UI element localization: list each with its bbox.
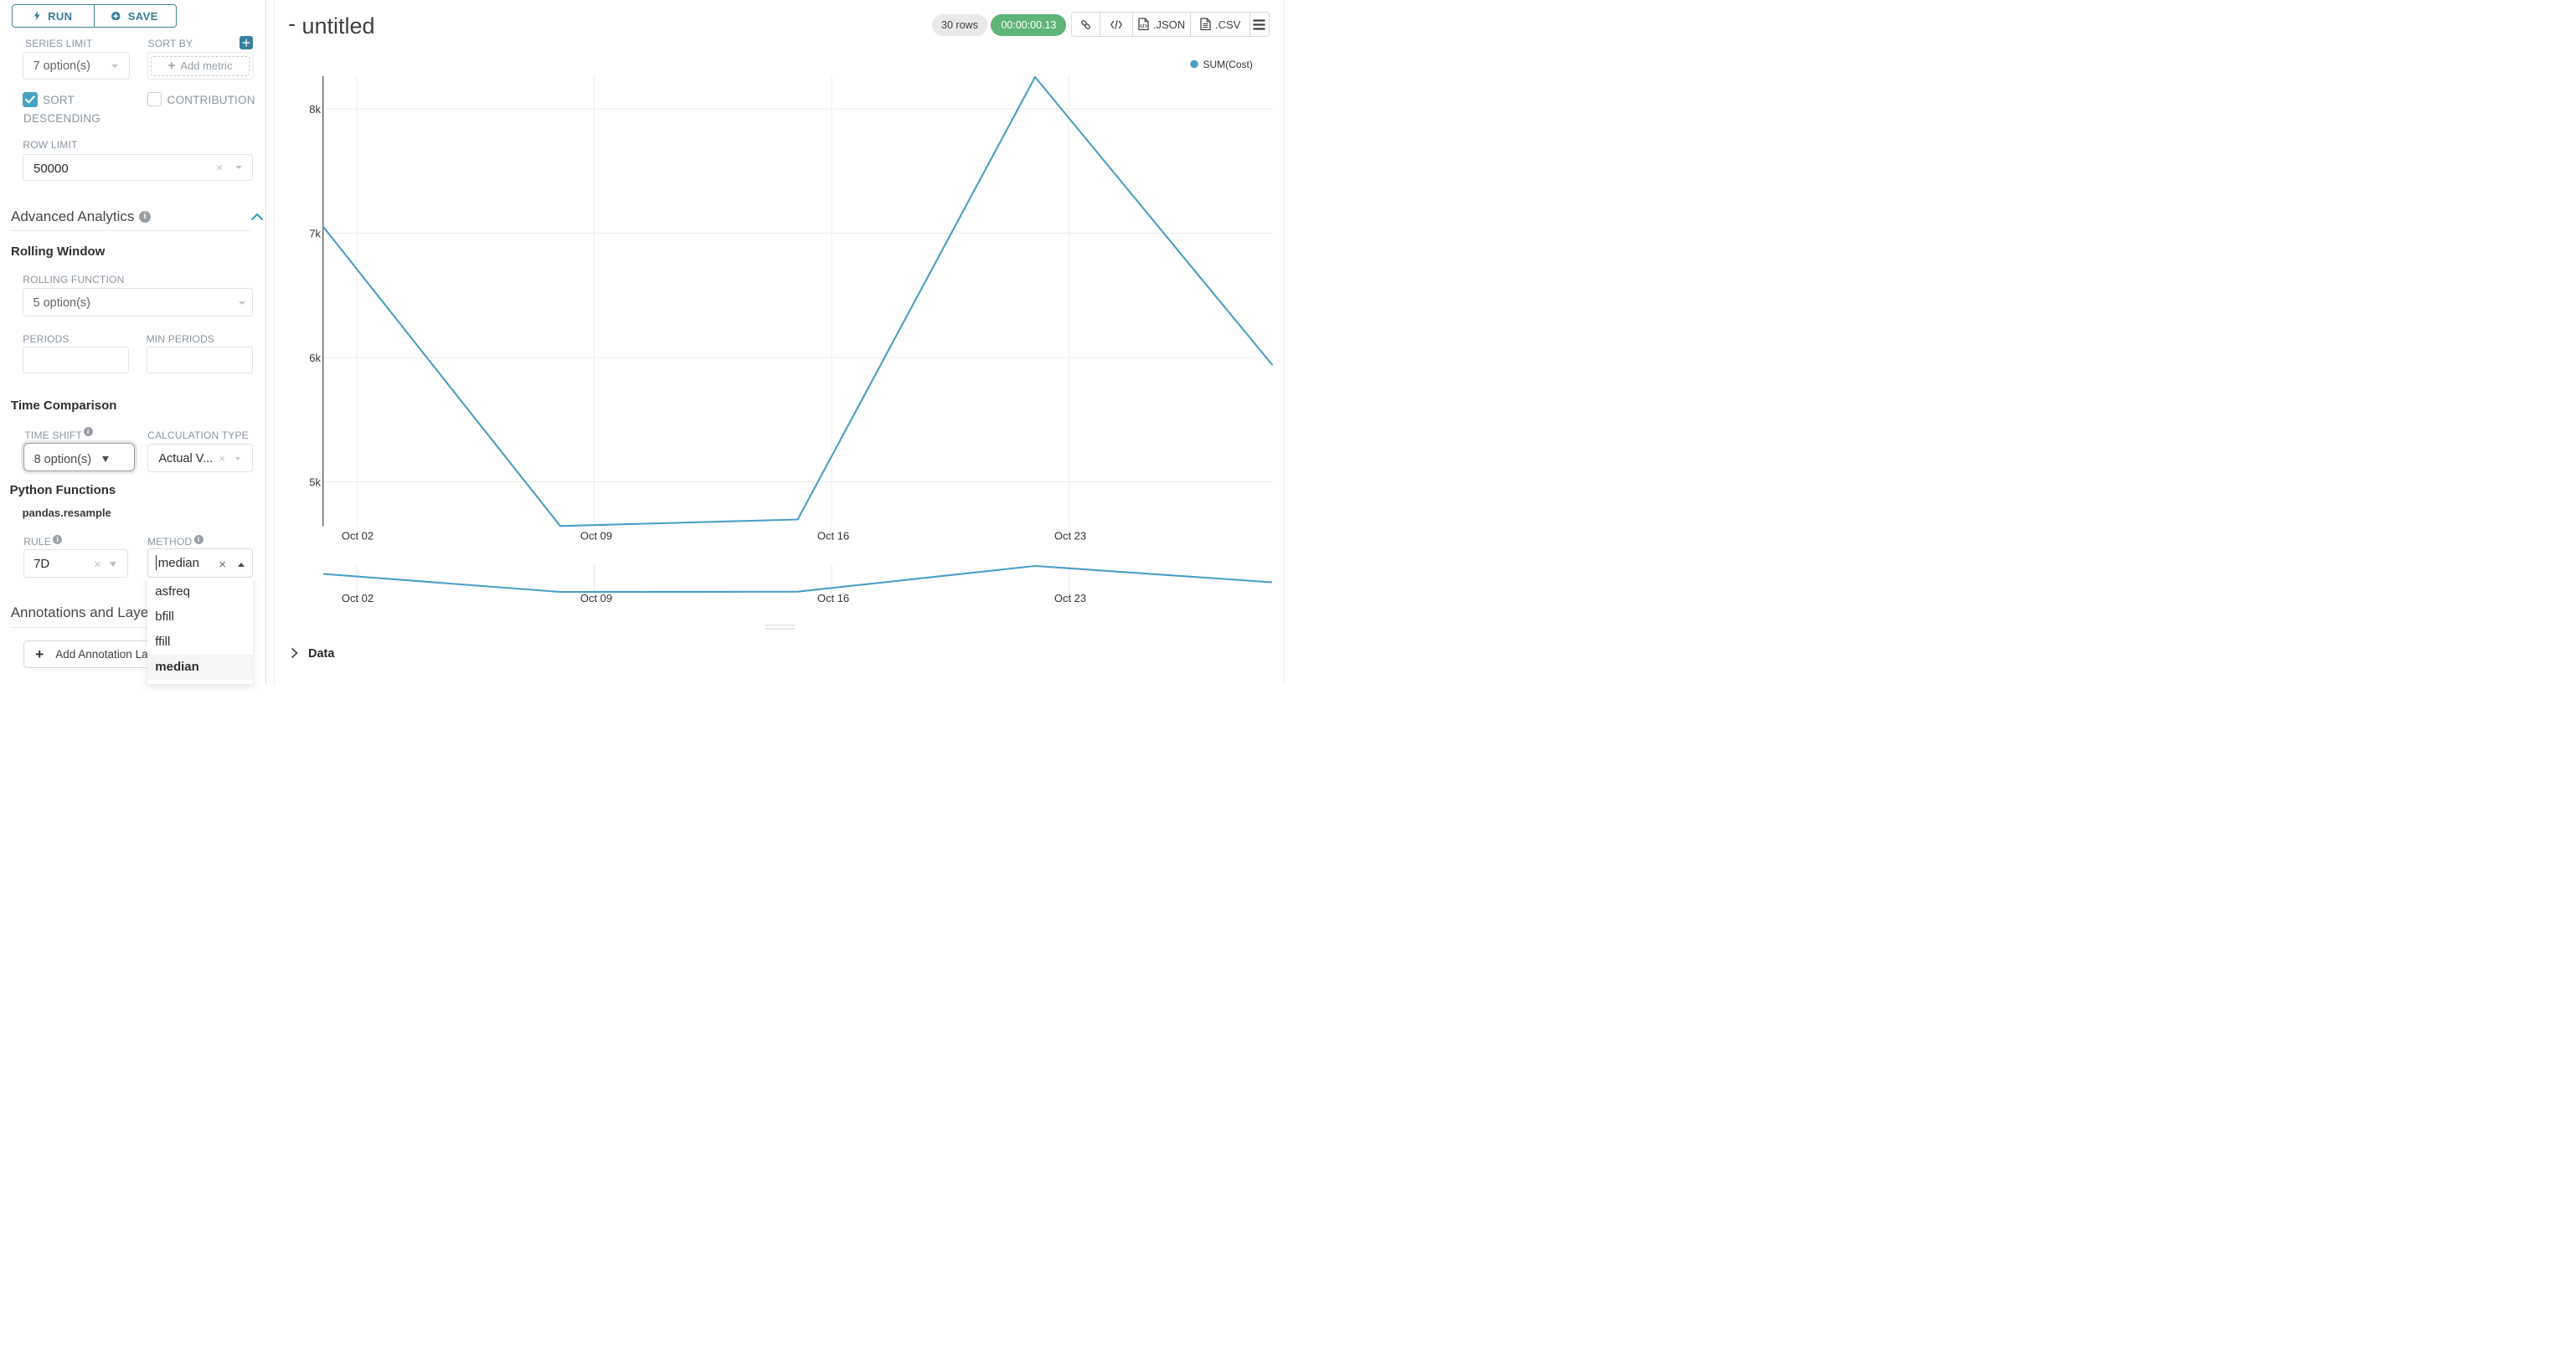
svg-text:7k: 7k: [309, 227, 321, 239]
svg-text:Oct 23: Oct 23: [1054, 592, 1086, 604]
svg-text:Oct 02: Oct 02: [342, 530, 374, 543]
svg-text:SUM(Cost): SUM(Cost): [1203, 59, 1253, 70]
svg-text:Oct 09: Oct 09: [580, 530, 612, 543]
svg-text:Data: Data: [308, 647, 335, 661]
svg-text:8k: 8k: [309, 103, 321, 116]
svg-text:Oct 09: Oct 09: [580, 592, 612, 604]
svg-text:5k: 5k: [309, 476, 321, 488]
svg-text:Oct 02: Oct 02: [342, 592, 374, 604]
svg-text:Oct 23: Oct 23: [1054, 530, 1086, 543]
svg-text:Oct 16: Oct 16: [817, 592, 849, 604]
svg-text:Oct 16: Oct 16: [817, 530, 849, 543]
svg-text:6k: 6k: [309, 352, 321, 364]
